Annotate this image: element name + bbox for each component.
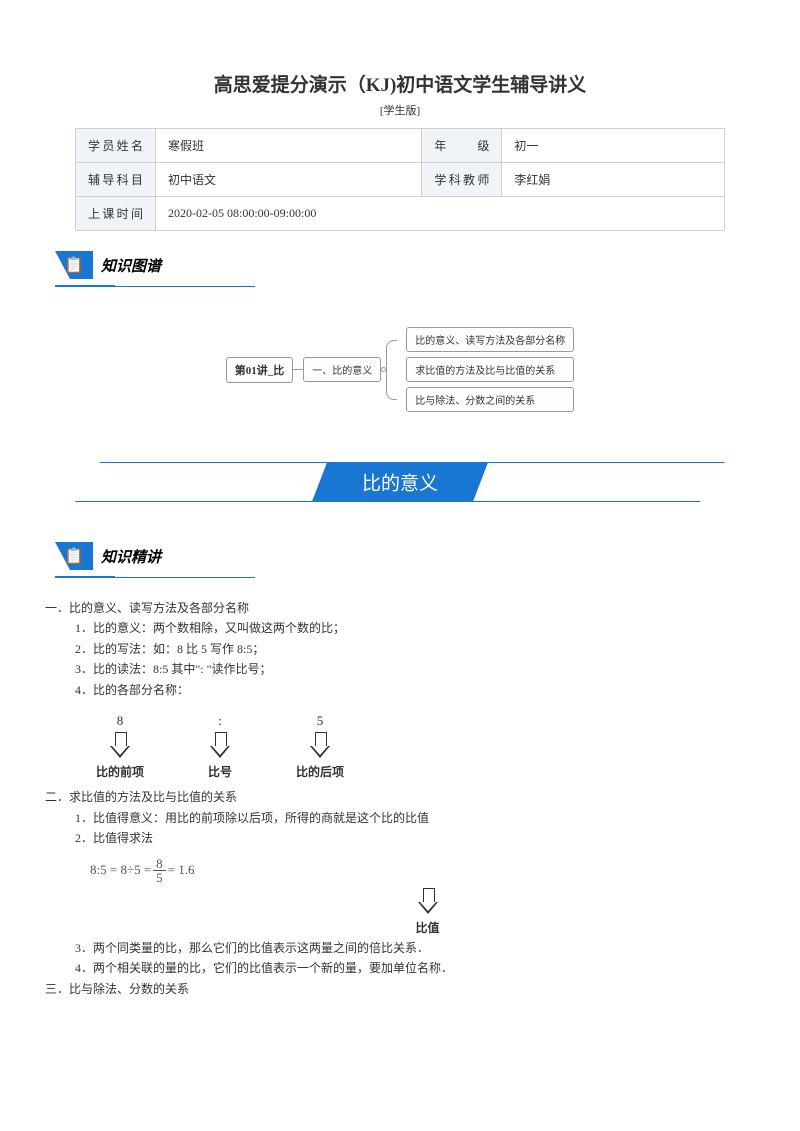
diagram-col: 5 比的后项: [290, 710, 350, 782]
arrow-down-icon: [112, 732, 128, 760]
section-header-map: 📋 知识图谱: [75, 251, 725, 279]
table-row: 上课时间 2020-02-05 08:00:00-09:00:00: [76, 197, 725, 231]
diagram-value: :: [218, 710, 222, 730]
formula: 8:5 = 8÷5 = 8 5 = 1.6: [90, 857, 725, 884]
value-teacher: 李红娟: [502, 163, 725, 197]
value-grade: 初一: [502, 129, 725, 163]
value-student-name: 寒假班: [156, 129, 422, 163]
content-body: 一．比的意义、读写方法及各部分名称 1．比的意义：两个数相除，又叫做这两个数的比…: [75, 598, 725, 999]
heading-3: 三．比与除法、分数的关系: [45, 979, 725, 999]
connector: [293, 369, 303, 370]
divider: [55, 576, 255, 578]
heading-2: 二．求比值的方法及比与比值的关系: [45, 787, 725, 807]
label-student-name: 学员姓名: [76, 129, 156, 163]
banner-title: 比的意义: [312, 463, 488, 502]
page-subtitle: [学生版]: [75, 102, 725, 118]
section-header-lecture: 📋 知识精讲: [75, 542, 725, 570]
banner-wrap: 比的意义: [75, 462, 725, 502]
mindmap-leaves: 比的意义、读写方法及各部分名称 求比值的方法及比与比值的关系 比与除法、分数之间…: [406, 327, 574, 412]
mindmap-leaf: 比与除法、分数之间的关系: [406, 387, 574, 412]
mindmap-leaf: 比的意义、读写方法及各部分名称: [406, 327, 574, 352]
diagram-value: 8: [117, 710, 124, 730]
list-item: 4．两个相关联的量的比，它们的比值表示一个新的量，要加单位名称．: [75, 958, 725, 978]
list-item: 3．两个同类量的比，那么它们的比值表示这两量之间的倍比关系．: [75, 938, 725, 958]
mindmap-root: 第01讲_比: [226, 357, 294, 383]
list-item: 2．比值得求法: [75, 828, 725, 848]
formula-arrow: 比值: [130, 886, 725, 938]
notebook-icon: 📋: [55, 251, 93, 279]
section-title-lecture: 知识精讲: [101, 546, 161, 567]
page-title: 高思爱提分演示（KJ)初中语文学生辅导讲义: [75, 70, 725, 97]
denominator: 5: [153, 871, 166, 884]
ratio-parts-diagram: 8 比的前项 : 比号 5 比的后项: [90, 710, 725, 782]
numerator: 8: [153, 857, 166, 871]
diagram-label: 比值: [415, 918, 439, 938]
list-item: 1．比值得意义：用比的前项除以后项，所得的商就是这个比的比值: [75, 808, 725, 828]
divider: [55, 285, 255, 287]
notebook-icon: 📋: [55, 542, 93, 570]
list-item: 1．比的意义：两个数相除，又叫做这两个数的比；: [75, 618, 725, 638]
list-item: 2．比的写法：如：8 比 5 写作 8:5；: [75, 639, 725, 659]
formula-text: = 1.6: [168, 859, 195, 881]
arrow-down-icon: [420, 888, 436, 916]
diagram-value: 5: [317, 710, 324, 730]
mindmap: 第01讲_比 一、比的意义 比的意义、读写方法及各部分名称 求比值的方法及比与比…: [75, 327, 725, 412]
diagram-col: 8 比的前项: [90, 710, 150, 782]
diagram-label: 比号: [208, 762, 232, 782]
label-teacher: 学科教师: [422, 163, 502, 197]
label-subject: 辅导科目: [76, 163, 156, 197]
mindmap-mid: 一、比的意义: [303, 357, 381, 382]
fraction: 8 5: [153, 857, 166, 884]
table-row: 学员姓名 寒假班 年 级 初一: [76, 129, 725, 163]
bracket: [386, 330, 406, 410]
value-subject: 初中语文: [156, 163, 422, 197]
diagram-col: : 比号: [190, 710, 250, 782]
section-title-map: 知识图谱: [101, 255, 161, 276]
label-grade: 年 级: [422, 129, 502, 163]
mindmap-leaf: 求比值的方法及比与比值的关系: [406, 357, 574, 382]
arrow-down-icon: [212, 732, 228, 760]
diagram-label: 比的后项: [296, 762, 344, 782]
diagram-label: 比的前项: [96, 762, 144, 782]
table-row: 辅导科目 初中语文 学科教师 李红娟: [76, 163, 725, 197]
formula-text: 8:5 = 8÷5 =: [90, 859, 151, 881]
label-classtime: 上课时间: [76, 197, 156, 231]
list-item: 3．比的读法：8:5 其中": "读作比号；: [75, 659, 725, 679]
list-item: 4．比的各部分名称：: [75, 680, 725, 700]
heading-1: 一．比的意义、读写方法及各部分名称: [45, 598, 725, 618]
value-classtime: 2020-02-05 08:00:00-09:00:00: [156, 197, 725, 231]
info-table: 学员姓名 寒假班 年 级 初一 辅导科目 初中语文 学科教师 李红娟 上课时间 …: [75, 128, 725, 231]
arrow-down-icon: [312, 732, 328, 760]
